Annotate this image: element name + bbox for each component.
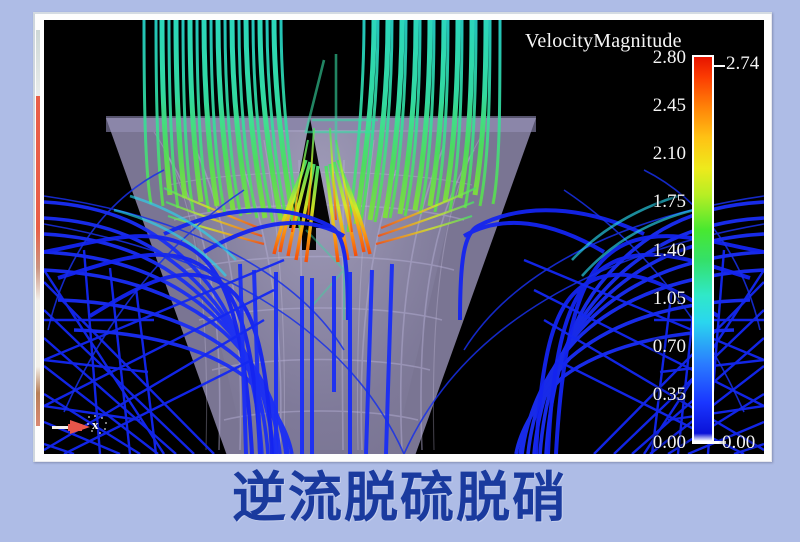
colorbar-tick-2: 2.10 <box>652 143 686 165</box>
axis-arrow-head-icon <box>70 420 90 434</box>
colorbar-min-notch <box>692 441 726 444</box>
axis-arrow-tail <box>52 426 74 429</box>
frame-edge-strip-upper <box>36 30 40 96</box>
colorbar-range-max-label: 2.74 <box>726 53 760 74</box>
colorbar-tick-3: 1.75 <box>652 191 686 213</box>
colorbar-title: VelocityMagnitude <box>525 30 682 52</box>
axis-marker-dots-icon <box>87 415 107 434</box>
streamline-render-viewport[interactable]: x VelocityMagnitude 2.80 2.45 2.10 1.75 … <box>44 20 764 454</box>
downflow-streamlines-layer <box>142 20 502 320</box>
colorbar-tick-0: 2.80 <box>652 47 686 68</box>
colorbar-max-notch <box>712 65 725 67</box>
colorbar-tick-1: 2.45 <box>652 95 686 117</box>
colorbar-gradient[interactable] <box>692 55 714 443</box>
lip-halo-layer <box>113 194 695 277</box>
cfd-scene <box>44 20 764 454</box>
colorbar-tick-6: 0.70 <box>652 335 686 357</box>
colorbar-tick-labels: 2.80 2.45 2.10 1.75 1.40 1.05 0.70 0.35 … <box>624 48 686 452</box>
axis-label-x: x <box>92 417 99 432</box>
blue-recirculation-streamlines-layer <box>44 169 764 454</box>
colorbar-tick-4: 1.40 <box>652 239 686 261</box>
colorbar-tick-5: 1.05 <box>652 287 686 309</box>
colorbar-tick-8: 0.00 <box>652 432 686 453</box>
slide-caption: 逆流脱硫脱硝 <box>232 466 568 529</box>
frame-edge-strip <box>36 96 40 426</box>
orientation-axes[interactable]: x <box>52 412 114 446</box>
colorbar-range-min-label: 0.00 <box>722 432 756 453</box>
colorbar-tick-7: 0.35 <box>652 383 686 405</box>
